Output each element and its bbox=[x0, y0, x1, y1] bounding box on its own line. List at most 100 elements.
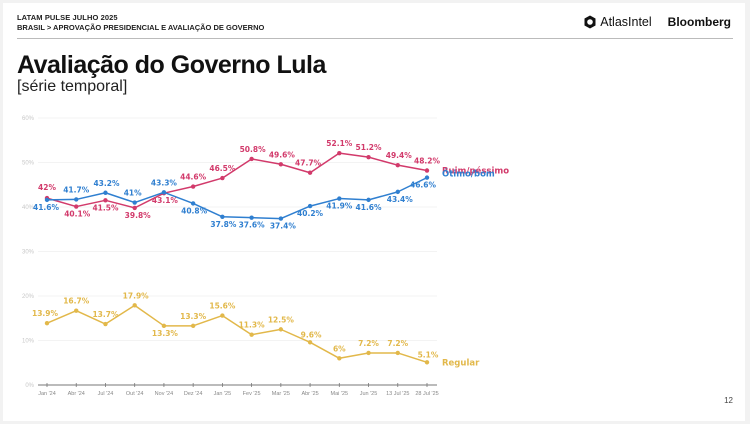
y-tick-label: 40% bbox=[22, 205, 35, 211]
data-point bbox=[103, 190, 108, 195]
data-point bbox=[103, 198, 108, 203]
x-tick-label: Dez '24 bbox=[184, 391, 202, 397]
series-name-label: Ótimo/bom bbox=[442, 168, 495, 180]
data-point bbox=[190, 201, 196, 206]
data-labels: 42%40.1%41.5%39.8%43.1%44.6%46.5%50.8%49… bbox=[32, 139, 509, 368]
y-tick-label: 0% bbox=[25, 383, 34, 389]
slide: LATAM PULSE JULHO 2025 BRASIL > APROVAÇÃ… bbox=[3, 3, 745, 421]
data-label: 51.2% bbox=[356, 143, 383, 152]
data-point bbox=[249, 332, 254, 337]
chart-series bbox=[44, 150, 430, 365]
data-label: 41% bbox=[124, 189, 142, 198]
data-point bbox=[395, 189, 400, 195]
data-label: 43.3% bbox=[151, 178, 178, 187]
data-point bbox=[424, 360, 430, 365]
series-name-label: Regular bbox=[442, 358, 480, 368]
data-point bbox=[278, 162, 284, 167]
data-label: 49.6% bbox=[269, 150, 296, 159]
data-point bbox=[249, 156, 254, 162]
data-label: 41.5% bbox=[92, 203, 119, 212]
x-axis: Jan '24 Abr '24 Jul '24 Out '24 Nov '24 Dez '… bbox=[38, 383, 439, 397]
data-point bbox=[44, 197, 50, 203]
data-point bbox=[337, 150, 342, 156]
series-name-label: Ruim/péssimo bbox=[442, 166, 509, 177]
data-label: 6% bbox=[333, 344, 346, 353]
y-axis: 0% 10% 20% 30% 40% 50% 60% bbox=[22, 116, 35, 389]
data-point bbox=[190, 323, 196, 329]
data-label: 52.1% bbox=[326, 139, 353, 148]
x-tick-label: Mai '25 bbox=[331, 391, 349, 397]
data-point bbox=[132, 303, 137, 308]
report-name: LATAM PULSE JULHO 2025 bbox=[17, 13, 118, 22]
data-label: 13.7% bbox=[92, 310, 119, 319]
bloomberg-logo: Bloomberg bbox=[667, 15, 731, 29]
data-label: 43.4% bbox=[387, 195, 414, 204]
logos: AtlasIntel Bloomberg bbox=[583, 13, 731, 31]
data-label: 13.9% bbox=[32, 309, 59, 318]
data-label: 39.8% bbox=[125, 211, 152, 220]
x-tick-label: 13 Jul '25 bbox=[386, 391, 409, 397]
data-label: 47.7% bbox=[295, 159, 322, 168]
page-title: Avaliação do Governo Lula bbox=[17, 51, 326, 79]
x-tick-label: Jul '24 bbox=[98, 391, 114, 397]
page-subtitle: [série temporal] bbox=[17, 78, 128, 95]
data-label: 37.4% bbox=[270, 222, 297, 231]
x-tick-label: Mar '25 bbox=[272, 391, 290, 397]
data-point bbox=[132, 200, 137, 205]
data-label: 13.3% bbox=[180, 312, 207, 321]
header-divider bbox=[17, 38, 733, 39]
data-point bbox=[103, 321, 108, 327]
data-point bbox=[424, 175, 430, 180]
data-label: 41.9% bbox=[326, 202, 353, 211]
series-line-1 bbox=[46, 176, 428, 220]
data-label: 11.3% bbox=[239, 321, 266, 330]
data-label: 16.7% bbox=[63, 297, 90, 306]
data-point bbox=[278, 327, 284, 332]
data-label: 40.2% bbox=[297, 209, 324, 218]
data-label: 7.2% bbox=[358, 339, 379, 348]
chart-grid bbox=[38, 117, 437, 341]
data-label: 15.6% bbox=[209, 302, 236, 311]
data-label: 41.6% bbox=[33, 203, 60, 212]
data-label: 7.2% bbox=[387, 339, 408, 348]
data-point bbox=[307, 203, 313, 209]
x-tick-label: Abr '24 bbox=[68, 391, 85, 397]
y-tick-label: 50% bbox=[22, 161, 35, 167]
x-tick-label: Nov '24 bbox=[155, 391, 173, 397]
data-label: 43.1% bbox=[152, 196, 179, 205]
x-tick-label: Jan '24 bbox=[38, 391, 56, 397]
data-label: 46.5% bbox=[209, 164, 236, 173]
data-label: 50.8% bbox=[240, 145, 267, 154]
data-point bbox=[249, 215, 254, 220]
data-point bbox=[220, 175, 225, 181]
data-point bbox=[190, 184, 196, 189]
x-tick-label: Jun '25 bbox=[360, 391, 378, 397]
y-tick-label: 20% bbox=[22, 294, 35, 300]
data-label: 48.2% bbox=[414, 157, 441, 166]
data-point bbox=[395, 350, 400, 356]
data-point bbox=[366, 154, 371, 160]
data-point bbox=[307, 170, 313, 175]
data-label: 40.8% bbox=[181, 206, 208, 215]
data-point bbox=[74, 204, 79, 209]
series-line-2 bbox=[46, 304, 428, 364]
y-tick-label: 10% bbox=[22, 339, 35, 345]
data-label: 42% bbox=[38, 183, 56, 192]
data-label: 41.6% bbox=[356, 203, 383, 212]
data-label: 12.5% bbox=[268, 315, 295, 324]
data-point bbox=[220, 214, 225, 219]
data-point bbox=[424, 168, 430, 173]
data-point bbox=[132, 205, 137, 211]
data-point bbox=[220, 313, 225, 318]
data-point bbox=[278, 216, 284, 221]
y-tick-label: 30% bbox=[22, 250, 35, 256]
data-point bbox=[307, 340, 313, 345]
data-label: 37.8% bbox=[210, 220, 237, 229]
data-label: 37.6% bbox=[239, 221, 266, 230]
data-label: 9.6% bbox=[301, 330, 322, 339]
data-point bbox=[161, 190, 167, 195]
data-point bbox=[44, 320, 50, 326]
data-label: 17.9% bbox=[123, 291, 150, 300]
x-tick-label: Out '24 bbox=[126, 391, 144, 397]
